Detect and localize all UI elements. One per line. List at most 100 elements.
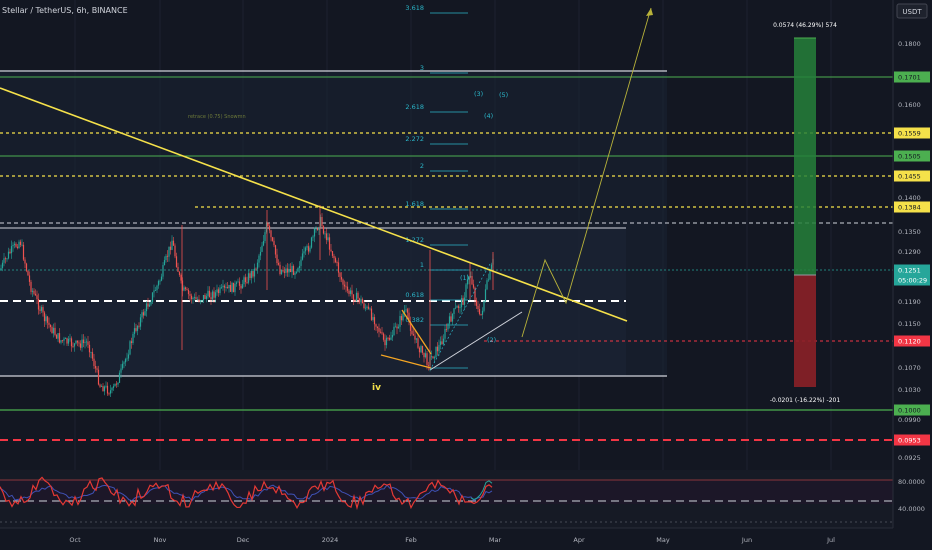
candle-body — [228, 285, 230, 289]
candle-body — [439, 341, 442, 345]
time-axis[interactable]: Oct Nov Dec 2024 Feb Mar Apr May Jun Jul — [0, 527, 932, 550]
candle-body — [252, 270, 254, 277]
price-tag-bg — [894, 335, 930, 347]
candle-body — [255, 268, 257, 270]
candle-body — [178, 271, 181, 275]
time-axis-labels: Oct Nov Dec 2024 Feb Mar Apr May Jun Jul — [69, 536, 835, 544]
price-tick: 0.0990 — [898, 416, 921, 424]
candle-body — [78, 342, 80, 344]
candle-body — [39, 309, 41, 311]
candle-body — [36, 295, 38, 300]
fib-level-label: 1 — [420, 261, 424, 269]
candle-body — [445, 328, 448, 330]
rsi-pane — [0, 470, 893, 528]
candle-body — [240, 285, 242, 289]
price-tag-label: 0.1505 — [898, 153, 921, 161]
candle-body — [258, 255, 260, 263]
price-tick: 0.1070 — [898, 364, 921, 372]
currency-label: USDT — [902, 8, 922, 16]
candle-body — [330, 249, 332, 252]
candle-body — [414, 335, 416, 340]
candle-body — [171, 240, 173, 250]
candle-body — [210, 297, 212, 300]
candle-body — [378, 327, 380, 332]
top-legend: Stellar / TetherUS, 6h, BINANCE — [2, 6, 128, 15]
candle-body — [121, 363, 124, 369]
candle-body — [276, 254, 278, 264]
candle-body — [324, 233, 326, 235]
candle-body — [234, 283, 236, 293]
candle-body — [393, 326, 395, 336]
time-tick: Oct — [69, 536, 81, 544]
candle-body — [222, 285, 224, 288]
currency-button[interactable] — [896, 3, 928, 19]
candle-body — [385, 337, 388, 346]
candle-body — [243, 277, 245, 285]
fib-level-label: 1.272 — [405, 236, 424, 244]
candle-body — [190, 295, 193, 300]
candle-body — [273, 240, 275, 246]
candle-body — [268, 225, 271, 231]
candle-body — [120, 368, 122, 373]
candle-body — [28, 275, 31, 282]
candle-body — [34, 293, 37, 296]
candle-body — [270, 230, 272, 238]
candle-body — [177, 266, 179, 272]
candle-body — [469, 276, 472, 278]
candle-body — [417, 338, 419, 348]
candle-body — [27, 270, 29, 276]
candle-body — [337, 262, 340, 273]
candle-body — [387, 337, 389, 339]
candle-body — [471, 276, 473, 285]
candle-body — [87, 341, 89, 345]
candle-body — [37, 299, 40, 310]
candle-body — [486, 280, 488, 290]
candle-body — [54, 327, 56, 335]
candle-body — [141, 312, 143, 318]
candle-body — [25, 263, 28, 271]
candle-body — [487, 279, 490, 281]
candle-body — [60, 340, 62, 343]
candle-body — [351, 290, 353, 295]
candle-body — [430, 356, 433, 358]
candle-body — [271, 237, 274, 241]
candle-body — [246, 282, 248, 283]
time-tick: 2024 — [322, 536, 339, 544]
candle-body — [399, 316, 401, 327]
candle-body — [75, 340, 77, 344]
price-tag-bg — [894, 274, 930, 286]
candle-body — [49, 324, 52, 328]
candle-body — [363, 303, 365, 309]
candle-body — [208, 290, 211, 298]
price-axis[interactable]: USDT 0.1800 0.1600 0.1400 0.1350 0.1290 0.119… — [892, 0, 932, 550]
candle-body — [61, 340, 64, 342]
descending-trendline — [0, 87, 628, 322]
candle-body — [312, 236, 314, 238]
candle-body — [156, 285, 158, 291]
candle-body — [162, 265, 164, 277]
rsi-axis-80: 80.0000 — [898, 478, 925, 486]
candle-body — [355, 292, 358, 302]
candle-body — [57, 333, 59, 339]
price-axis-tags: 0.1701 0.1559 0.1505 0.1455 0.1384 0.1251 05:0… — [894, 71, 930, 446]
candle-body — [133, 328, 136, 334]
candle-body — [166, 255, 169, 257]
price-tick: 0.1190 — [898, 298, 921, 306]
candle-body — [181, 280, 184, 291]
wedge-upper — [401, 309, 432, 355]
candle-body — [132, 333, 134, 344]
wave-labels: (3) (5) (4) (1) (2) iv retrace (0.75) Sn… — [188, 90, 508, 393]
candle-body — [354, 299, 356, 302]
candle-body — [465, 284, 467, 298]
candle-body — [451, 313, 454, 322]
candle-body — [67, 338, 70, 344]
candle-body — [163, 260, 166, 266]
candle-body — [253, 268, 256, 277]
time-tick: Dec — [237, 536, 250, 544]
candle-body — [454, 307, 457, 309]
price-tag-label: 0.1251 — [898, 267, 921, 275]
long-position-tool[interactable]: 0.0574 (46.29%) 574 -0.0201 (-16.22%) -2… — [770, 22, 840, 404]
candle-body — [69, 338, 71, 340]
candle-body — [367, 306, 370, 309]
